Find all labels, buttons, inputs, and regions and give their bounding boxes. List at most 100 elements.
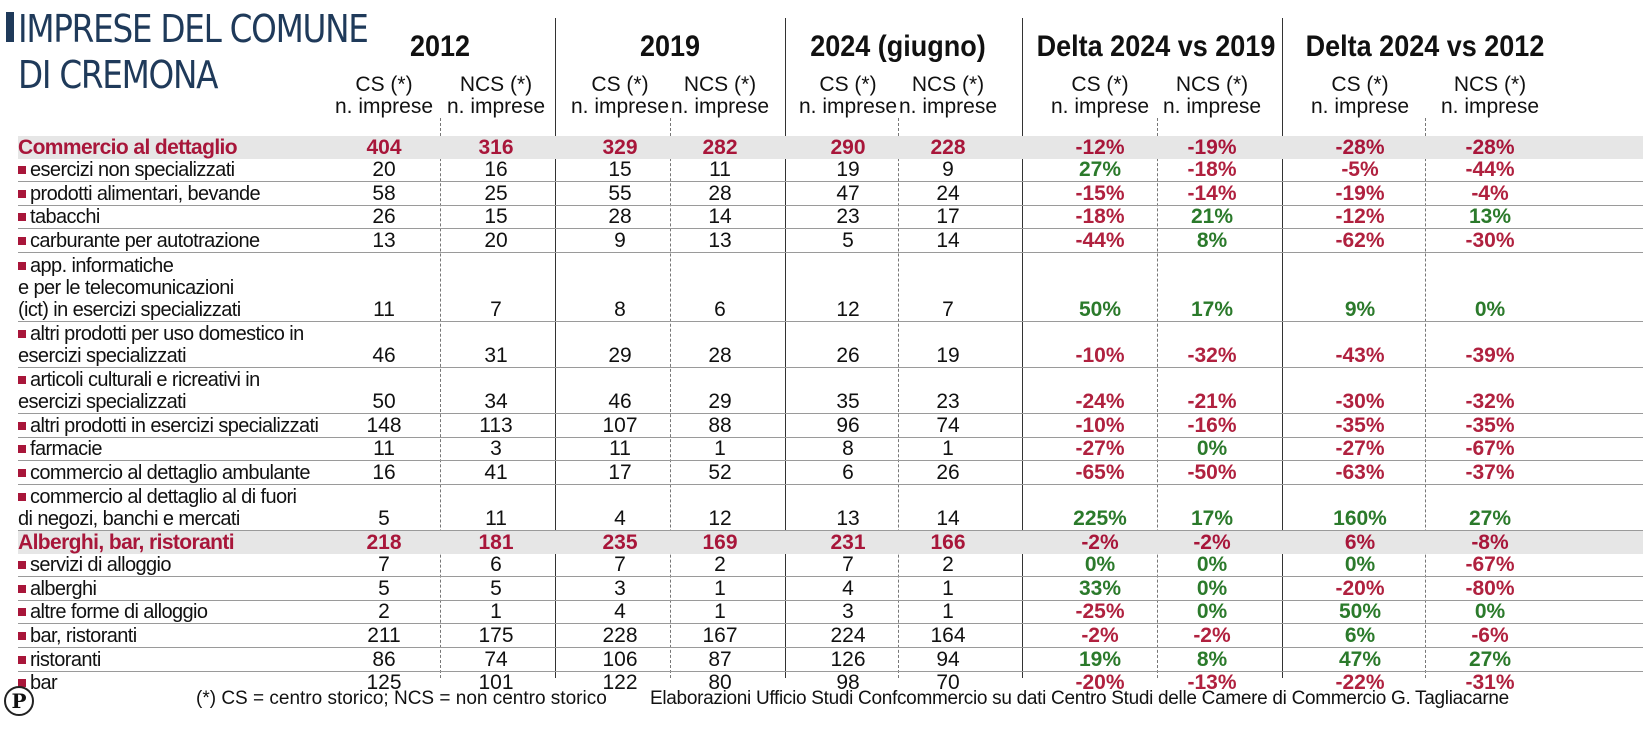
row-label-text: app. informatiche [30,254,174,277]
delta-cell: -2% [1193,624,1231,648]
column-group-header: Delta 2024 vs 2012 [1305,30,1545,63]
value-cell: 5 [490,576,502,600]
delta-cell: -14% [1187,181,1237,205]
column-group-header: 2024 (giugno) [810,30,986,63]
table-row: app. informatiche e per le telecomunicazi… [18,253,1643,322]
delta-cell: 47% [1338,647,1382,671]
bullet-icon [18,421,26,430]
row-label-text: bar [30,672,58,695]
subheader-unit: n. imprese [1050,95,1150,118]
value-cell: 7 [490,297,502,321]
value-cell: 228 [602,624,638,648]
value-cell: 169 [702,530,738,554]
value-cell: 23 [836,205,860,229]
page-title-line2: DI CREMONA [18,53,218,97]
subheader-unit: n. imprese [334,95,434,118]
value-cell: 6 [714,297,726,321]
bullet-icon [18,561,26,570]
delta-cell: -12% [1335,205,1385,229]
row-label-text: (ict) in esercizi specializzati [18,298,241,321]
value-cell: 181 [478,530,514,554]
delta-cell: -44% [1465,158,1515,182]
bullet-icon [18,213,26,222]
value-cell: 86 [372,647,396,671]
value-cell: 316 [478,135,514,159]
value-cell: 74 [484,647,508,671]
value-cell: 7 [842,553,854,577]
value-cell: 4 [842,576,854,600]
row-label-text: prodotti alimentari, bevande [30,182,261,205]
row-label-line: servizi di alloggio [18,554,353,576]
value-cell: 23 [936,390,960,414]
value-cell: 148 [366,413,402,437]
column-divider [670,118,671,678]
value-cell: 228 [930,135,966,159]
delta-cell: 8% [1196,647,1228,671]
table-row: altri prodotti per uso domestico in eserc… [18,322,1643,368]
value-cell: 35 [836,390,860,414]
column-group-header: 2012 [409,30,471,63]
value-cell: 46 [608,390,632,414]
bullet-icon [18,655,26,664]
title-accent-bar [6,12,14,42]
delta-cell: -27% [1335,437,1385,461]
row-label-text: altre forme di alloggio [30,601,208,624]
row-label-line: (ict) in esercizi specializzati [18,299,353,321]
row-label-text: farmacie [30,438,102,461]
row-label: Commercio al dettaglio [18,135,353,159]
row-label: bar [18,672,353,694]
column-subheader: NCS (*) n. imprese [1152,74,1272,118]
bullet-icon [18,468,26,477]
row-label-text: esercizi specializzati [18,391,187,414]
delta-cell: 0% [1196,553,1228,577]
row-label-text: commercio al dettaglio ambulante [30,461,310,484]
delta-cell: -31% [1465,671,1515,695]
column-group-header: 2019 [639,30,701,63]
row-label-line: ristoranti [18,649,353,671]
row-label-text: esercizi non specializzati [30,159,235,182]
subheader-unit: n. imprese [798,95,898,118]
value-cell: 29 [608,343,632,367]
value-cell: 87 [708,647,732,671]
value-cell: 3 [614,576,626,600]
value-cell: 211 [367,624,401,648]
bullet-icon [18,189,26,198]
value-cell: 17 [608,460,632,484]
delta-cell: -24% [1075,390,1125,414]
row-label-text: ristoranti [30,648,101,671]
value-cell: 20 [372,158,396,182]
value-cell: 1 [714,600,726,624]
table-row: carburante per autotrazione 13 20 9 13 5 14 -44… [18,229,1643,253]
value-cell: 34 [484,390,508,414]
delta-cell: 50% [1338,600,1382,624]
column-subheader: NCS (*) n. imprese [888,74,1008,118]
delta-cell: 0% [1344,553,1376,577]
value-cell: 52 [708,460,732,484]
delta-cell: 27% [1078,158,1122,182]
row-label: articoli culturali e ricreativi in eserci… [18,369,353,413]
bullet-icon [18,166,26,175]
value-cell: 55 [608,181,632,205]
value-cell: 15 [484,205,508,229]
row-label-text: Commercio al dettaglio [18,135,238,159]
delta-cell: -32% [1187,343,1237,367]
value-cell: 50 [372,390,396,414]
bullet-icon [18,632,26,641]
bullet-icon [18,445,26,454]
row-label-text: Alberghi, bar, ristoranti [18,530,235,554]
value-cell: 175 [478,624,514,648]
row-label: prodotti alimentari, bevande [18,183,353,205]
bullet-icon [18,261,26,270]
publisher-logo: P [4,686,34,716]
row-label-line: carburante per autotrazione [18,230,353,252]
row-label-text: bar, ristoranti [30,625,137,648]
subheader-code: NCS (*) [459,73,533,96]
row-label: commercio al dettaglio ambulante [18,462,353,484]
delta-cell: -10% [1075,343,1125,367]
value-cell: 7 [614,553,626,577]
value-cell: 2 [714,553,726,577]
value-cell: 41 [484,460,508,484]
source-note: Elaborazioni Ufficio Studi Confcommercio… [650,688,1509,709]
value-cell: 26 [372,205,396,229]
value-cell: 9 [942,158,954,182]
